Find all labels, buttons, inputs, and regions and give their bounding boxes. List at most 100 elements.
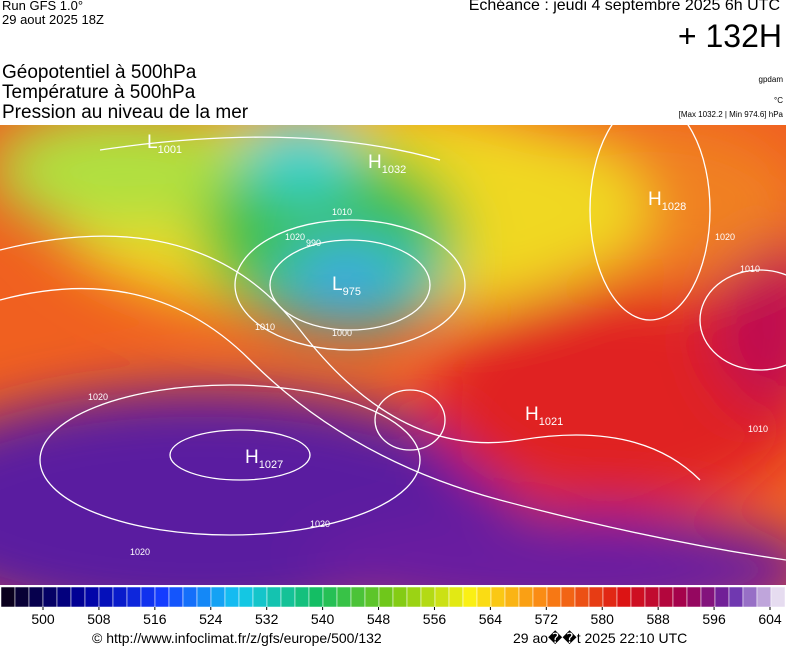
colorbar-swatch	[574, 586, 590, 608]
center-value: 1021	[539, 416, 563, 428]
field	[0, 125, 786, 585]
valid-time: Echéance : jeudi 4 septembre 2025 6h UTC	[468, 0, 780, 14]
colorbar-label: 516	[143, 611, 167, 627]
contour-label: 1010	[740, 264, 760, 274]
colorbar-swatch	[392, 586, 408, 608]
colorbar-label: 508	[87, 611, 111, 627]
layer: Pression au niveau de la mer	[2, 102, 249, 123]
colorbar-swatch	[56, 586, 72, 608]
colorbar-swatch	[322, 586, 338, 608]
colorbar-label: 588	[646, 611, 670, 627]
contour-label: 1020	[285, 232, 305, 242]
center-kind: L	[332, 274, 343, 295]
colorbar-swatch	[476, 586, 492, 608]
center-value: 975	[343, 286, 361, 298]
unit: [Max 1032.2 | Min 974.6] hPa	[678, 110, 783, 119]
colorbar-swatch	[154, 586, 170, 608]
contour-label: 1020	[88, 392, 108, 402]
colorbar-swatch	[70, 586, 86, 608]
colorbar-swatch	[560, 586, 576, 608]
contour-label: 1010	[255, 322, 275, 332]
pressure-center: L1001	[147, 132, 182, 156]
center-kind: L	[147, 132, 158, 153]
center-value: 1028	[662, 201, 686, 213]
colorbar-swatch	[658, 586, 674, 608]
pressure-center: H1028	[648, 189, 686, 213]
colorbar-swatch	[588, 586, 604, 608]
colorbar-label: 500	[31, 611, 55, 627]
colorbar-swatch	[742, 586, 758, 608]
colorbar-swatch	[84, 586, 100, 608]
colorbar-label: 548	[367, 611, 391, 627]
colorbar-swatch	[308, 586, 324, 608]
pressure-center: H1027	[245, 447, 283, 471]
colorbar-swatch	[140, 586, 156, 608]
unit: gpdam	[758, 75, 783, 84]
center-kind: H	[525, 404, 539, 425]
colorbar-label: 604	[758, 611, 782, 627]
layer: Géopotentiel à 500hPa	[2, 62, 197, 83]
colorbar-label: 580	[591, 611, 615, 627]
generated: 29 ao��t 2025 22:10 UTC	[513, 630, 688, 646]
contour-label: 1020	[310, 519, 330, 529]
colorbar-swatch	[210, 586, 226, 608]
source: © http://www.infoclimat.fr/z/gfs/europe/…	[92, 630, 382, 646]
colorbar-label: 524	[199, 611, 223, 627]
colorbar-swatch	[112, 586, 128, 608]
contours	[0, 125, 786, 561]
colorbar-swatch	[490, 586, 506, 608]
center-value: 1032	[382, 164, 406, 176]
colorbar-swatch	[406, 586, 422, 608]
colorbar-swatch	[280, 586, 296, 608]
colorbar-swatch	[420, 586, 436, 608]
colorbar-label: 572	[535, 611, 559, 627]
colorbar-swatch	[630, 586, 646, 608]
colorbar-swatch	[546, 586, 562, 608]
pressure-center: L975	[332, 274, 361, 298]
colorbar-swatch	[756, 586, 772, 608]
colorbar-swatch	[448, 586, 464, 608]
colorbar-swatch	[462, 586, 478, 608]
center-value: 1027	[259, 459, 283, 471]
colorbar-label: 532	[255, 611, 279, 627]
colorbar-swatch	[224, 586, 240, 608]
colorbar-swatch	[616, 586, 632, 608]
colorbar-swatch	[336, 586, 352, 608]
contour-label: 1020	[130, 547, 150, 557]
colorbar-swatch	[168, 586, 184, 608]
colorbar-swatch	[532, 586, 548, 608]
colorbar-swatch	[252, 586, 268, 608]
colorbar-swatch	[364, 586, 380, 608]
center-value: 1001	[158, 144, 182, 156]
colorbar-swatch	[42, 586, 58, 608]
colorbar-swatch	[686, 586, 702, 608]
colorbar-swatch	[602, 586, 618, 608]
contour-label: 1010	[332, 207, 352, 217]
colorbar-swatch	[98, 586, 114, 608]
colorbar-swatch	[672, 586, 688, 608]
contour-label: 1000	[332, 328, 352, 338]
colorbar-swatch	[378, 586, 394, 608]
colorbar-swatch	[700, 586, 716, 608]
colorbar-swatch	[434, 586, 450, 608]
colorbar-swatch	[0, 586, 16, 608]
colorbar-swatch	[126, 586, 142, 608]
contour-label: 1010	[748, 424, 768, 434]
colorbar-label: 540	[311, 611, 335, 627]
lead-time: + 132H	[677, 18, 782, 54]
layer: Température à 500hPa	[2, 82, 196, 103]
colorbar-swatch	[770, 586, 786, 608]
unit: °C	[774, 96, 783, 105]
colorbar-swatch	[28, 586, 44, 608]
colorbar-swatch	[14, 586, 30, 608]
colorbar-swatch	[266, 586, 282, 608]
colorbar-swatch	[350, 586, 366, 608]
run-date: 29 aout 2025 18Z	[2, 12, 104, 27]
colorbar-label: 564	[479, 611, 503, 627]
colorbar-swatch	[518, 586, 534, 608]
colorbar-swatch	[504, 586, 520, 608]
colorbar-swatch	[182, 586, 198, 608]
colorbar-swatch	[238, 586, 254, 608]
